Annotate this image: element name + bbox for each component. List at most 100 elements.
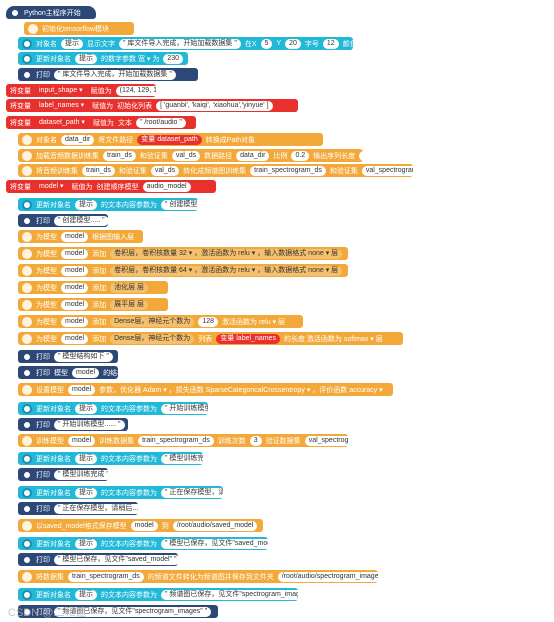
param-field[interactable]: 提示	[75, 403, 97, 414]
param-field[interactable]: 5	[260, 38, 273, 49]
param-field[interactable]: " 模型已保存，见文件"saved_model" "	[161, 538, 268, 549]
param-field[interactable]: (124, 129, 1)	[115, 85, 156, 96]
param-field[interactable]: 提示	[75, 53, 97, 64]
param-field[interactable]: 20	[285, 38, 301, 49]
function-block[interactable]: 为模型 model 根据图输入层	[18, 230, 143, 243]
param-field[interactable]: val_ds	[150, 165, 180, 176]
param-field[interactable]: 展平层 层	[110, 299, 149, 310]
param-field[interactable]: " 创建模型..... "	[54, 215, 108, 226]
param-field[interactable]: audio_model	[142, 181, 191, 192]
param-field[interactable]: model	[61, 282, 89, 293]
function-block[interactable]: 为模型 model 添加 卷积层，卷积核数量 64 ▾ ，激活函数为 relu ▾ ，…	[18, 264, 348, 277]
variable-assign-block[interactable]: 将变量 input_shape ▾ 赋值为 (124, 129, 1)	[6, 84, 156, 97]
param-field[interactable]: " /root/audio "	[135, 117, 186, 128]
param-field[interactable]: 提示	[75, 199, 97, 210]
print-block[interactable]: 打印 " 开始训练模型...... "	[18, 418, 128, 431]
variable-assign-block[interactable]: 将变量 model ▾ 赋值为 创建顺序模型 audio_model	[6, 180, 216, 193]
function-block[interactable]: 训练模型 model 训练数据集 train_spectrogram_ds 训练次数 3 验…	[18, 434, 348, 447]
param-field[interactable]: model	[68, 435, 96, 446]
print-block[interactable]: Python主程序开始	[6, 6, 96, 19]
function-block[interactable]: 对象名 data_dir 将文件路径 变量 dataset_path 转换成Path对象	[18, 133, 323, 146]
param-field[interactable]: " 库文件导入完成，开始加载数据集 "	[54, 69, 176, 80]
function-block[interactable]: 设置模型 model 参数，优化器 Adam ▾ ，损失函数 SparseCateg…	[18, 383, 393, 396]
print-block[interactable]: 打印 " 模型训练完成 "	[18, 468, 108, 481]
param-field[interactable]: " 正在保存模型，请稍后...... "	[161, 487, 223, 498]
param-field[interactable]: 卷积层，卷积核数量 32 ▾ ，激活函数为 relu ▾ ，输入数据格式 non…	[110, 248, 343, 259]
display-update-block[interactable]: 更新对象名 提示 的文本内容参数为 " 频谱图已保存，见文件"spectrogram_…	[18, 588, 298, 601]
param-field[interactable]: data_dir	[61, 134, 95, 145]
param-field[interactable]: 提示	[75, 589, 97, 600]
function-block[interactable]: 将数据集 train_spectrogram_ds 的频谱文件转化为频谱图并保存到文…	[18, 570, 378, 583]
param-field[interactable]: train_spectrogram_ds	[138, 435, 214, 446]
param-field[interactable]: 池化层 层	[110, 282, 149, 293]
function-block[interactable]: 加载音频数据训练集 train_ds 和验证集 val_ds 数据路径 data_dir 比…	[18, 149, 363, 162]
param-field[interactable]: 提示	[75, 538, 97, 549]
param-field[interactable]: model	[61, 231, 89, 242]
param-field[interactable]: dataset_path ▾	[35, 117, 89, 128]
param-field[interactable]: [ 'guanbi', 'kaiqi', 'xiaohua','yinyue' …	[156, 100, 273, 111]
print-block[interactable]: 打印 " 模型已保存，见文件"saved_model" "	[18, 553, 178, 566]
param-field[interactable]: Dense层，神经元个数为	[110, 333, 195, 344]
function-block[interactable]: 为模型 model 添加 卷积层，卷积核数量 32 ▾ ，激活函数为 relu ▾ ，…	[18, 247, 348, 260]
function-block[interactable]: 初始化tensorflow模块	[24, 22, 134, 35]
param-field[interactable]: " 创建模型..... "	[161, 199, 198, 210]
param-field[interactable]: " 模型已保存，见文件"saved_model" "	[54, 554, 178, 565]
param-field[interactable]: 卷积层，卷积核数量 64 ▾ ，激活函数为 relu ▾ ，输入数据格式 non…	[110, 265, 343, 276]
param-field[interactable]: 12	[322, 38, 339, 49]
param-field[interactable]: model	[61, 333, 89, 344]
print-block[interactable]: 打印 " 正在保存模型，请稍后..... "	[18, 502, 138, 515]
param-field[interactable]: " 模型训练完成 "	[161, 453, 203, 464]
param-field[interactable]: " 模型训练完成 "	[54, 469, 108, 480]
display-update-block[interactable]: 更新对象名 提示 的数字参数 宽 ▾ 为 230	[18, 52, 188, 65]
param-field[interactable]: Dense层，神经元个数为	[110, 316, 195, 327]
param-field[interactable]: /root/audio/saved_model	[172, 520, 258, 531]
print-block[interactable]: 打印 " 库文件导入完成，开始加载数据集 "	[18, 68, 198, 81]
print-block[interactable]: 打印 " 频谱图已保存，见文件"spectrogram_images" "	[18, 605, 218, 618]
function-block[interactable]: 以saved_model格式保存模型 model 到/root/audio/save…	[18, 519, 263, 532]
param-field[interactable]: 提示	[75, 487, 97, 498]
param-field[interactable]: " 开始训练模型...... "	[161, 403, 208, 414]
param-field[interactable]: model ▾	[35, 181, 68, 192]
print-block[interactable]: 打印 " 创建模型..... "	[18, 214, 108, 227]
param-field[interactable]: /root/audio/spectrogram_images	[277, 571, 378, 582]
param-field[interactable]: label_names ▾	[35, 100, 89, 111]
param-field[interactable]: train_spectrogram_ds	[250, 165, 326, 176]
param-field[interactable]: 提示	[61, 38, 83, 49]
variable-assign-block[interactable]: 将变量 label_names ▾ 赋值为 初始化列表[ 'guanbi', 'kai…	[6, 99, 298, 112]
param-field[interactable]: model	[61, 248, 89, 259]
variable-assign-block[interactable]: 将变量 dataset_path ▾ 赋值为 文本 " /root/audio "	[6, 116, 196, 129]
param-field[interactable]: 3	[249, 435, 262, 446]
param-field[interactable]: 128	[198, 316, 218, 327]
param-field[interactable]: val_ds	[171, 150, 201, 161]
param-field[interactable]: train_ds	[82, 165, 115, 176]
function-block[interactable]: 将音频训练集 train_ds 和验证集 val_ds 转化成频谱图训练集 train_s…	[18, 164, 413, 177]
function-block[interactable]: 为模型 model 添加 展平层 层	[18, 298, 168, 311]
param-field[interactable]: " 模型结构如下 "	[54, 351, 113, 362]
param-field[interactable]: model	[130, 520, 158, 531]
param-field[interactable]: input_shape ▾	[35, 85, 87, 96]
param-field[interactable]: val_spectrogram_ds	[304, 435, 348, 446]
function-block[interactable]: 为模型 model 添加 Dense层，神经元个数为 列表 变量 label_names 的…	[18, 332, 403, 345]
param-field[interactable]: model	[68, 384, 96, 395]
param-field[interactable]: " 正在保存模型，请稍后..... "	[54, 503, 138, 514]
param-field[interactable]: 0.2	[291, 150, 310, 161]
param-field[interactable]: train_spectrogram_ds	[68, 571, 144, 582]
param-field[interactable]: train_ds	[103, 150, 136, 161]
param-field[interactable]: model	[61, 265, 89, 276]
print-block[interactable]: 打印 " 模型结构如下 "	[18, 350, 118, 363]
param-field[interactable]: val_spectrogram_ds	[361, 165, 413, 176]
param-field[interactable]: 变量 label_names	[216, 333, 280, 344]
param-field[interactable]: model	[61, 299, 89, 310]
param-field[interactable]: 16000	[359, 150, 363, 161]
param-field[interactable]: 提示	[75, 453, 97, 464]
function-block[interactable]: 为模型 model 添加 Dense层，神经元个数为 128 激活函数为 relu ▾ 层	[18, 315, 303, 328]
param-field[interactable]: model	[72, 367, 100, 378]
param-field[interactable]: " 频谱图已保存，见文件"spectrogram_images" "	[54, 606, 212, 617]
